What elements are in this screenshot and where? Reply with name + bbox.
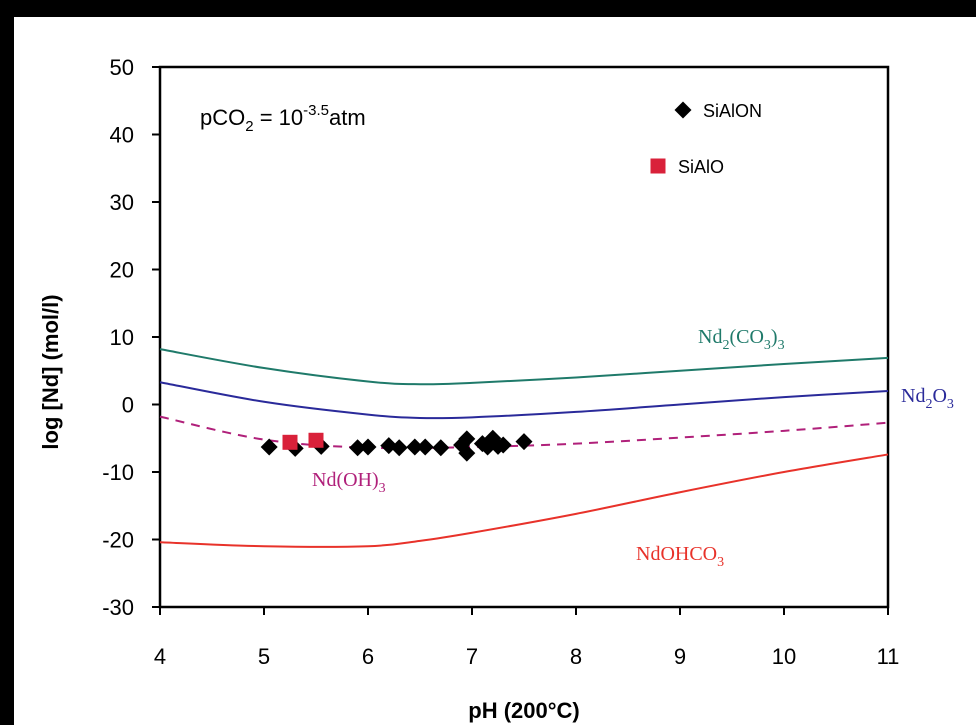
y-tick-label: 10	[110, 325, 134, 350]
curve-label-part: Nd(OH)	[312, 469, 379, 491]
data-point-sialon	[458, 430, 476, 448]
curve-nd2co33	[159, 348, 889, 386]
curve-label-part: Nd	[901, 385, 925, 407]
curve-label-part: O	[932, 385, 946, 407]
axes-layer: 4 5 6 7 8 9 10 11 -30 -20 -10 0 10 20 30 40 50	[102, 55, 899, 669]
data-point-sialon	[260, 438, 278, 456]
x-tick-label: 4	[154, 644, 166, 669]
curve-label-subscript: 3	[764, 338, 771, 353]
curve-label-part: Nd	[698, 326, 722, 348]
data-point-sialo	[282, 434, 298, 450]
data-point-sialon	[390, 439, 408, 457]
data-point-sialon	[406, 438, 424, 456]
curve-ndohco3	[159, 453, 889, 548]
points-layer	[260, 429, 533, 462]
y-axis-title: log [Nd] (mol/l)	[38, 294, 63, 449]
annotation-equals: = 10	[254, 105, 304, 130]
curve-label-part: NdOHCO	[636, 543, 717, 565]
curve-label-part: (CO	[729, 326, 763, 348]
x-tick-label: 6	[362, 644, 374, 669]
annotation-superscript: -3.5	[303, 102, 329, 119]
x-tick-label: 7	[466, 644, 478, 669]
curve-label-subscript: 3	[379, 481, 386, 496]
y-tick-label: 50	[110, 55, 134, 80]
curve-label: Nd2O3	[901, 385, 954, 412]
curve-ndoh3	[159, 415, 889, 450]
y-tick-label: 20	[110, 258, 134, 283]
data-point-sialon	[416, 438, 434, 456]
data-point-sialon	[458, 444, 476, 462]
plot-frame	[158, 65, 890, 609]
y-tick-label: 0	[122, 393, 134, 418]
data-point-sialon	[494, 436, 512, 454]
curve-label-subscript: 3	[778, 338, 785, 353]
curve-label: Nd(OH)3	[312, 469, 386, 496]
labels-layer: Nd2(CO3)3Nd2O3Nd(OH)3NdOHCO3SiAlONSiAlOp…	[200, 101, 954, 570]
x-tick-label: 11	[877, 644, 900, 669]
y-tick-label: -20	[102, 528, 134, 553]
x-tick-label: 8	[570, 644, 582, 669]
x-tick-label: 5	[258, 644, 270, 669]
annotation-main: pCO	[200, 105, 245, 130]
data-point-sialon	[432, 439, 450, 457]
y-tick-label: 30	[110, 190, 134, 215]
curve-label-part: )	[771, 326, 778, 348]
pco2-annotation: pCO2 = 10-3.5atm	[200, 102, 366, 135]
y-tick-label: 40	[110, 123, 134, 148]
plot-area	[158, 65, 890, 609]
curve-label: NdOHCO3	[636, 543, 724, 570]
legend-label: SiAlO	[678, 157, 724, 177]
annotation-subscript: 2	[245, 118, 253, 135]
y-tick-label: -30	[102, 595, 134, 620]
data-point-sialon	[349, 439, 367, 457]
legend-marker-sialon	[674, 101, 692, 119]
x-axis-title: pH (200°C)	[468, 698, 579, 723]
x-tick-label: 9	[674, 644, 686, 669]
data-point-sialon	[359, 438, 377, 456]
curve-label: Nd2(CO3)3	[698, 326, 785, 353]
curve-nd2o3	[159, 381, 889, 420]
curve-label-subscript: 2	[722, 338, 729, 353]
data-point-sialo	[308, 432, 324, 448]
curve-label-subscript: 3	[717, 555, 724, 570]
data-point-sialon	[515, 433, 533, 451]
curve-label-subscript: 3	[947, 397, 954, 412]
y-tick-label: -10	[102, 460, 134, 485]
curves-layer	[159, 348, 889, 548]
x-tick-label: 10	[772, 644, 796, 669]
legend-marker-sialo	[650, 158, 666, 174]
annotation-unit: atm	[329, 105, 366, 130]
curve-label-subscript: 2	[925, 397, 932, 412]
legend-label: SiAlON	[703, 101, 762, 121]
